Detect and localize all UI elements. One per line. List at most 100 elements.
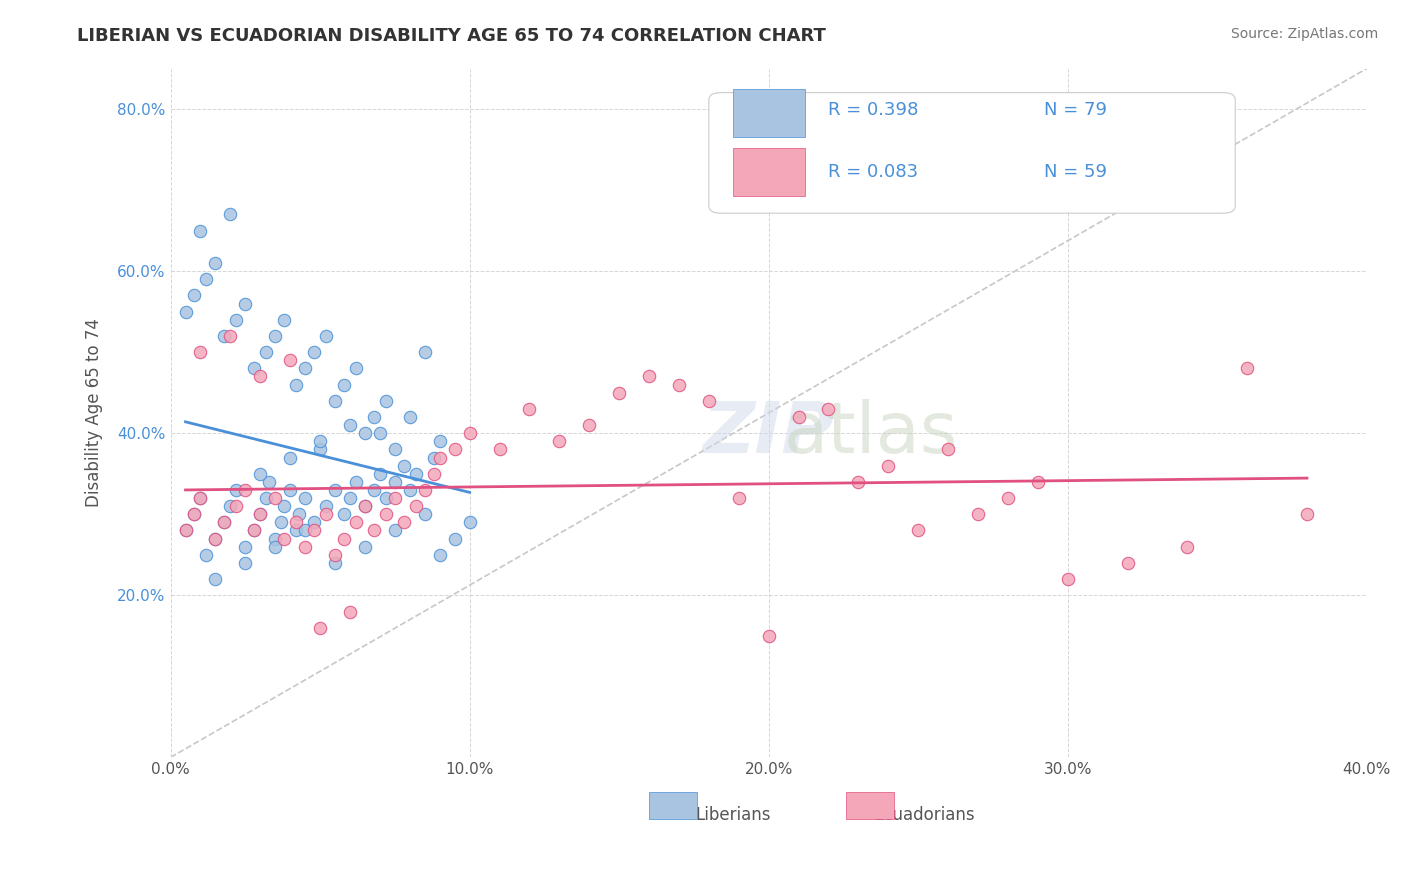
Point <box>190 491 212 505</box>
Point <box>285 524 308 538</box>
Point <box>204 572 226 586</box>
Point <box>344 361 367 376</box>
Point <box>174 304 197 318</box>
Point <box>273 499 295 513</box>
Point <box>339 418 361 433</box>
Point <box>323 483 346 497</box>
Point <box>384 491 406 505</box>
Text: Liberians: Liberians <box>695 805 770 823</box>
Point <box>254 491 277 505</box>
Point <box>233 483 256 497</box>
Point <box>997 491 1019 505</box>
Point <box>668 377 690 392</box>
Text: ZIP: ZIP <box>703 399 835 468</box>
Point <box>354 499 377 513</box>
Point <box>429 450 451 465</box>
Text: Source: ZipAtlas.com: Source: ZipAtlas.com <box>1230 27 1378 41</box>
Point <box>214 516 236 530</box>
Text: R = 0.398: R = 0.398 <box>828 101 920 119</box>
Point <box>817 401 839 416</box>
Point <box>1296 508 1319 522</box>
Point <box>294 491 316 505</box>
Point <box>219 329 242 343</box>
Point <box>323 393 346 408</box>
Point <box>429 548 451 562</box>
Point <box>344 516 367 530</box>
Point <box>257 475 280 489</box>
Point <box>429 434 451 449</box>
Point <box>374 508 396 522</box>
Point <box>368 467 391 481</box>
Point <box>190 345 212 359</box>
Point <box>333 377 356 392</box>
Point <box>190 224 212 238</box>
Point <box>936 442 959 457</box>
Point <box>264 329 287 343</box>
Point <box>384 524 406 538</box>
Point <box>243 524 266 538</box>
Point <box>374 491 396 505</box>
Point <box>214 516 236 530</box>
Point <box>309 442 332 457</box>
Point <box>374 393 396 408</box>
Point <box>214 329 236 343</box>
Point <box>384 475 406 489</box>
Point <box>249 467 271 481</box>
Point <box>233 540 256 554</box>
Point <box>204 532 226 546</box>
Point <box>323 556 346 570</box>
Point <box>294 524 316 538</box>
Text: R = 0.083: R = 0.083 <box>828 163 918 181</box>
Point <box>638 369 661 384</box>
Point <box>519 401 541 416</box>
Point <box>315 329 337 343</box>
Point <box>243 524 266 538</box>
Point <box>219 499 242 513</box>
Point <box>339 491 361 505</box>
Point <box>278 483 301 497</box>
Point <box>249 508 271 522</box>
Point <box>183 508 205 522</box>
Point <box>302 524 325 538</box>
Point <box>249 369 271 384</box>
Point <box>285 516 308 530</box>
Point <box>264 540 287 554</box>
Point <box>315 508 337 522</box>
Point <box>204 532 226 546</box>
Point <box>758 629 780 643</box>
Point <box>392 516 415 530</box>
Point <box>384 442 406 457</box>
Point <box>354 540 377 554</box>
Point <box>848 475 870 489</box>
Point <box>302 345 325 359</box>
Point <box>278 353 301 368</box>
Text: N = 79: N = 79 <box>1043 101 1107 119</box>
Point <box>333 508 356 522</box>
Point <box>967 508 990 522</box>
Point <box>413 508 436 522</box>
Point <box>363 410 385 425</box>
Point <box>578 418 600 433</box>
Point <box>249 508 271 522</box>
Point <box>697 393 720 408</box>
Text: LIBERIAN VS ECUADORIAN DISABILITY AGE 65 TO 74 CORRELATION CHART: LIBERIAN VS ECUADORIAN DISABILITY AGE 65… <box>77 27 827 45</box>
Point <box>907 524 929 538</box>
Point <box>405 467 427 481</box>
Point <box>225 499 247 513</box>
Point <box>273 532 295 546</box>
Point <box>309 434 332 449</box>
FancyBboxPatch shape <box>733 148 804 196</box>
Point <box>548 434 571 449</box>
Point <box>727 491 749 505</box>
Point <box>174 524 197 538</box>
Point <box>1026 475 1049 489</box>
Point <box>443 442 465 457</box>
Point <box>1116 556 1139 570</box>
Point <box>174 524 197 538</box>
Text: Ecuadorians: Ecuadorians <box>873 805 974 823</box>
Point <box>278 450 301 465</box>
Point <box>413 483 436 497</box>
Point <box>344 475 367 489</box>
Point <box>233 296 256 310</box>
Point <box>225 312 247 326</box>
